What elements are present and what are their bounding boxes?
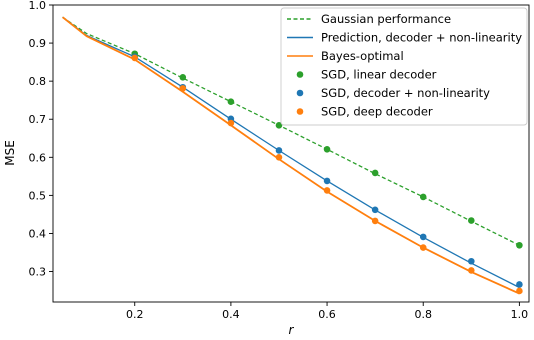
legend: Gaussian performance Prediction, decoder … [280, 7, 528, 126]
plot-area [62, 16, 523, 295]
y-tick-label: 0.5 [29, 189, 47, 202]
y-tick-label: 0.4 [29, 227, 47, 240]
sgd-decoder-non-linearity-point [468, 257, 475, 265]
x-tick-label: 1.0 [511, 308, 529, 321]
sgd-deep-decoder-point [516, 287, 523, 295]
sgd-decoder-non-linearity-point [419, 233, 427, 241]
sgd-linear-decoder-point [419, 193, 427, 201]
sgd-deep-decoder-point [468, 267, 475, 274]
sgd-linear-decoder-point [227, 98, 235, 106]
sgd-linear-decoder-point [275, 122, 283, 129]
legend-box [280, 7, 528, 126]
legend-label-sgd-linear-decoder: SGD, linear decoder [321, 68, 437, 82]
sgd-linear-decoder-point [179, 74, 187, 81]
sgd-decoder-non-linearity-point [323, 177, 331, 185]
x-tick-label: 0.6 [318, 308, 336, 321]
y-tick-label: 0.9 [29, 37, 47, 50]
sgd-linear-decoder-point [516, 241, 523, 249]
y-tick-label: 0.6 [29, 151, 47, 164]
legend-marker-sgd-decoder-non-linearity [296, 89, 304, 97]
y-tick-label: 0.8 [29, 75, 47, 88]
x-tick-label: 0.2 [126, 308, 144, 321]
y-tick-label: 0.3 [29, 266, 47, 279]
legend-label-sgd-deep-decoder: SGD, deep decoder [321, 105, 433, 119]
legend-label-bayes-optimal: Bayes-optimal [321, 49, 404, 63]
sgd-deep-decoder-point [179, 85, 187, 92]
y-axis: 0.3 0.4 0.5 0.6 0.7 0.8 0.9 1.0 [29, 0, 53, 279]
sgd-deep-decoder-point [131, 54, 139, 62]
y-tick-label: 1.0 [29, 0, 47, 12]
legend-label-sgd-decoder-non-linearity: SGD, decoder + non-linearity [321, 86, 490, 100]
sgd-deep-decoder-point [371, 217, 379, 225]
legend-marker-sgd-deep-decoder [296, 108, 304, 115]
x-tick-label: 0.8 [414, 308, 432, 321]
legend-label-gaussian-performance: Gaussian performance [321, 12, 451, 26]
sgd-deep-decoder-point [323, 187, 331, 194]
x-axis-label: r [289, 323, 295, 337]
sgd-linear-decoder-point [371, 169, 379, 177]
y-tick-label: 0.7 [29, 113, 47, 126]
sgd-linear-decoder-point [468, 217, 475, 224]
sgd-deep-decoder-point [275, 154, 283, 161]
plot-frame [52, 4, 530, 303]
legend-label-prediction-decoder-non-linearity: Prediction, decoder + non-linearity [321, 31, 522, 45]
sgd-linear-decoder-point [323, 146, 331, 153]
legend-marker-sgd-linear-decoder [296, 71, 304, 78]
sgd-decoder-non-linearity-point [371, 206, 379, 214]
y-axis-label: MSE [3, 140, 17, 166]
sgd-decoder-non-linearity-point [516, 281, 523, 288]
sgd-deep-decoder-point [419, 244, 427, 251]
x-tick-label: 0.4 [222, 308, 240, 321]
sgd-decoder-non-linearity-point [275, 147, 283, 154]
sgd-deep-decoder-point [227, 119, 235, 127]
x-axis: 0.2 0.4 0.6 0.8 1.0 [126, 302, 528, 321]
